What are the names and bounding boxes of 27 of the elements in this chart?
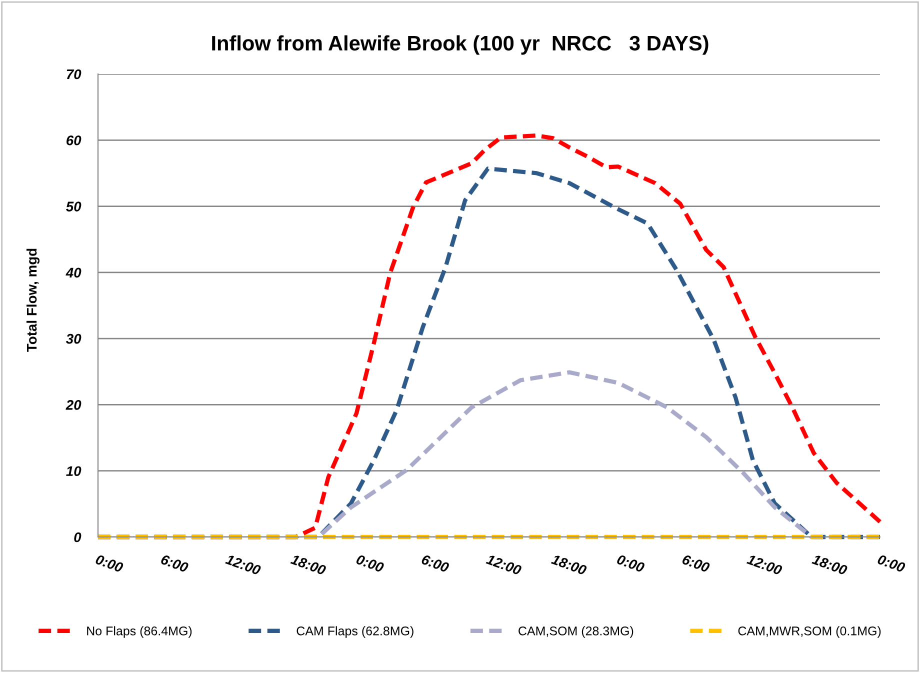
x-tick-label: 6:00: [420, 554, 450, 573]
y-axis-title: Total Flow, mgd: [26, 248, 40, 352]
x-tick-label: 6:00: [160, 554, 190, 573]
legend-label: No Flaps (86.4MG): [87, 626, 192, 638]
x-tick-label: 0:00: [356, 554, 385, 573]
x-tick-label: 18:00: [812, 554, 848, 576]
x-tick-label: 18:00: [290, 554, 327, 576]
y-tick-label: 20: [66, 400, 82, 410]
y-tick-label: 10: [66, 466, 82, 476]
x-tick-label: 18:00: [550, 554, 588, 576]
x-tick-label: 0:00: [877, 554, 906, 573]
y-tick-label: 60: [66, 135, 82, 146]
y-tick-label: 40: [66, 268, 82, 278]
x-tick-label: 12:00: [486, 554, 522, 576]
legend-label: CAM,MWR,SOM (0.1MG): [738, 626, 881, 638]
y-tick-label: 0: [74, 532, 82, 542]
legend-label: CAM,SOM (28.3MG): [518, 626, 634, 638]
chart-title: Inflow from Alewife Brook (100 yr NRCC 3 DAYS): [212, 35, 708, 55]
x-tick-label: 0:00: [95, 554, 124, 573]
y-tick-label: 70: [66, 69, 82, 80]
x-tick-label: 0:00: [616, 554, 646, 573]
x-tick-label: 12:00: [746, 554, 783, 576]
legend-label: CAM Flaps (62.8MG): [296, 626, 414, 638]
y-tick-label: 50: [66, 202, 82, 212]
y-tick-label: 30: [66, 334, 82, 344]
x-tick-label: 6:00: [682, 554, 710, 573]
x-tick-label: 12:00: [225, 554, 262, 576]
